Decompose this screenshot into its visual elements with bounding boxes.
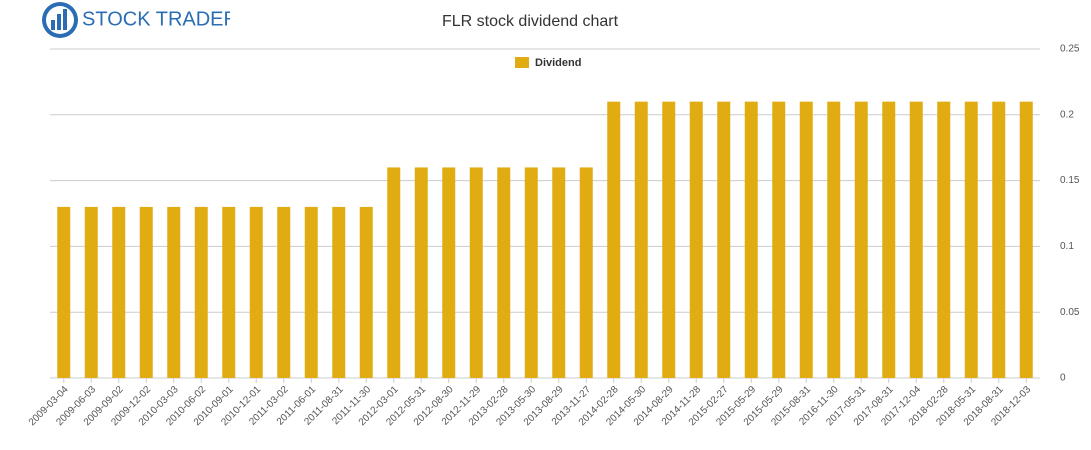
bar [937,101,951,378]
bar [717,101,731,378]
y-tick-label: 0.25 [1060,44,1080,55]
y-tick-label: 0.1 [1060,241,1074,252]
bar [909,101,923,378]
logo-icon-bar [63,9,67,30]
bar [139,206,153,378]
bar [689,101,703,378]
bar [497,167,511,378]
bar [442,167,456,378]
bar [552,167,566,378]
bar [304,206,318,378]
bar [112,206,126,378]
bar [249,206,263,378]
y-tick-label: 0.15 [1060,175,1080,186]
bar [772,101,786,378]
y-tick-label: 0 [1060,373,1066,384]
bar [524,167,538,378]
bar [84,206,98,378]
bar [964,101,978,378]
bar [469,167,483,378]
bar [387,167,401,378]
bar [607,101,621,378]
bar [579,167,593,378]
bar [827,101,841,378]
y-tick-label: 0.05 [1060,307,1080,318]
bar [1019,101,1033,378]
logo: STOCK TRADERS [42,2,251,38]
logo-text: STOCK TRADERS [82,8,251,30]
bar [992,101,1006,378]
y-tick-label: 0.2 [1060,109,1074,120]
bar [57,206,71,378]
bar [662,101,676,378]
bar [634,101,648,378]
bar [332,206,346,378]
bar [194,206,208,378]
bar [799,101,813,378]
bar [744,101,758,378]
legend-swatch [515,57,529,68]
logo-icon-bar [51,20,55,30]
bar [277,206,291,378]
legend-label: Dividend [535,57,581,69]
bar [222,206,236,378]
bar [414,167,428,378]
logo-clip: STOCK TRADERS [82,8,251,30]
bar [882,101,896,378]
chart-title: FLR stock dividend chart [442,13,619,30]
bar [167,206,181,378]
bar [854,101,868,378]
bar [359,206,373,378]
logo-icon-bar [57,14,61,30]
